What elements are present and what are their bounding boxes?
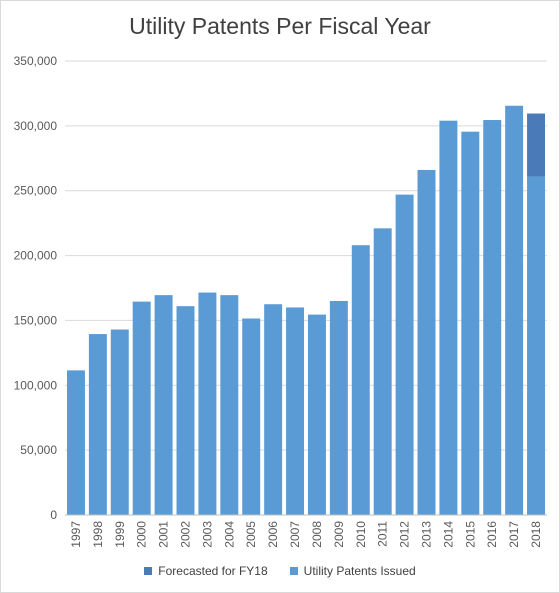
- x-tick-label: 2004: [222, 521, 236, 548]
- x-tick-label: 2014: [441, 521, 455, 548]
- bar-issued-2001: [155, 295, 173, 515]
- x-tick-label: 1999: [113, 521, 127, 548]
- legend-item-forecast: Forecasted for FY18: [144, 564, 267, 578]
- x-tick-label: 2010: [354, 521, 368, 548]
- x-tick-label: 2018: [529, 521, 543, 548]
- bar-issued-2003: [198, 293, 216, 515]
- bar-issued-2004: [220, 295, 238, 515]
- x-tick-label: 2002: [179, 521, 193, 548]
- y-tick-label: 50,000: [20, 443, 57, 457]
- bar-issued-2009: [330, 301, 348, 515]
- x-tick-label: 2007: [288, 521, 302, 548]
- bar-issued-2014: [439, 121, 457, 515]
- legend: Forecasted for FY18 Utility Patents Issu…: [1, 564, 559, 578]
- legend-swatch-forecast: [144, 567, 152, 575]
- legend-label-issued: Utility Patents Issued: [304, 564, 416, 578]
- bar-issued-2015: [461, 132, 479, 515]
- x-tick-label: 2012: [398, 521, 412, 548]
- x-tick-label: 2008: [310, 521, 324, 548]
- bar-issued-2008: [308, 315, 326, 515]
- bar-issued-1997: [67, 370, 85, 515]
- x-tick-label: 1998: [91, 521, 105, 548]
- x-tick-label: 2000: [135, 521, 149, 548]
- y-tick-label: 0: [50, 508, 57, 522]
- x-tick-label: 2016: [485, 521, 499, 548]
- y-tick-label: 200,000: [14, 249, 58, 263]
- y-tick-label: 250,000: [14, 184, 58, 198]
- bar-issued-2011: [374, 228, 392, 515]
- x-tick-label: 2006: [266, 521, 280, 548]
- bar-forecast-2018: [527, 114, 545, 177]
- x-tick-label: 1997: [69, 521, 83, 548]
- bar-issued-1998: [89, 334, 107, 515]
- bar-issued-2010: [352, 245, 370, 515]
- y-tick-label: 150,000: [14, 313, 58, 327]
- x-tick-label: 2009: [332, 521, 346, 548]
- bar-issued-2012: [396, 195, 414, 515]
- x-tick-label: 2015: [463, 521, 477, 548]
- bar-issued-2013: [418, 170, 436, 515]
- bar-issued-2018: [527, 176, 545, 515]
- legend-item-issued: Utility Patents Issued: [290, 564, 416, 578]
- bar-issued-2016: [483, 120, 501, 515]
- bar-issued-1999: [111, 330, 129, 515]
- bar-issued-2000: [133, 302, 151, 515]
- legend-label-forecast: Forecasted for FY18: [158, 564, 267, 578]
- x-tick-label: 2017: [507, 521, 521, 548]
- bar-issued-2002: [177, 306, 195, 515]
- x-tick-label: 2011: [376, 521, 390, 547]
- y-tick-label: 350,000: [14, 54, 58, 68]
- bar-issued-2007: [286, 307, 304, 515]
- bar-issued-2006: [264, 304, 282, 515]
- x-tick-label: 2003: [200, 521, 214, 548]
- y-tick-label: 100,000: [14, 378, 58, 392]
- bar-issued-2005: [242, 318, 260, 515]
- legend-swatch-issued: [290, 567, 298, 575]
- bar-issued-2017: [505, 106, 523, 515]
- x-tick-label: 2001: [157, 521, 171, 548]
- x-tick-label: 2013: [420, 521, 434, 548]
- x-tick-label: 2005: [244, 521, 258, 548]
- y-tick-label: 300,000: [14, 119, 58, 133]
